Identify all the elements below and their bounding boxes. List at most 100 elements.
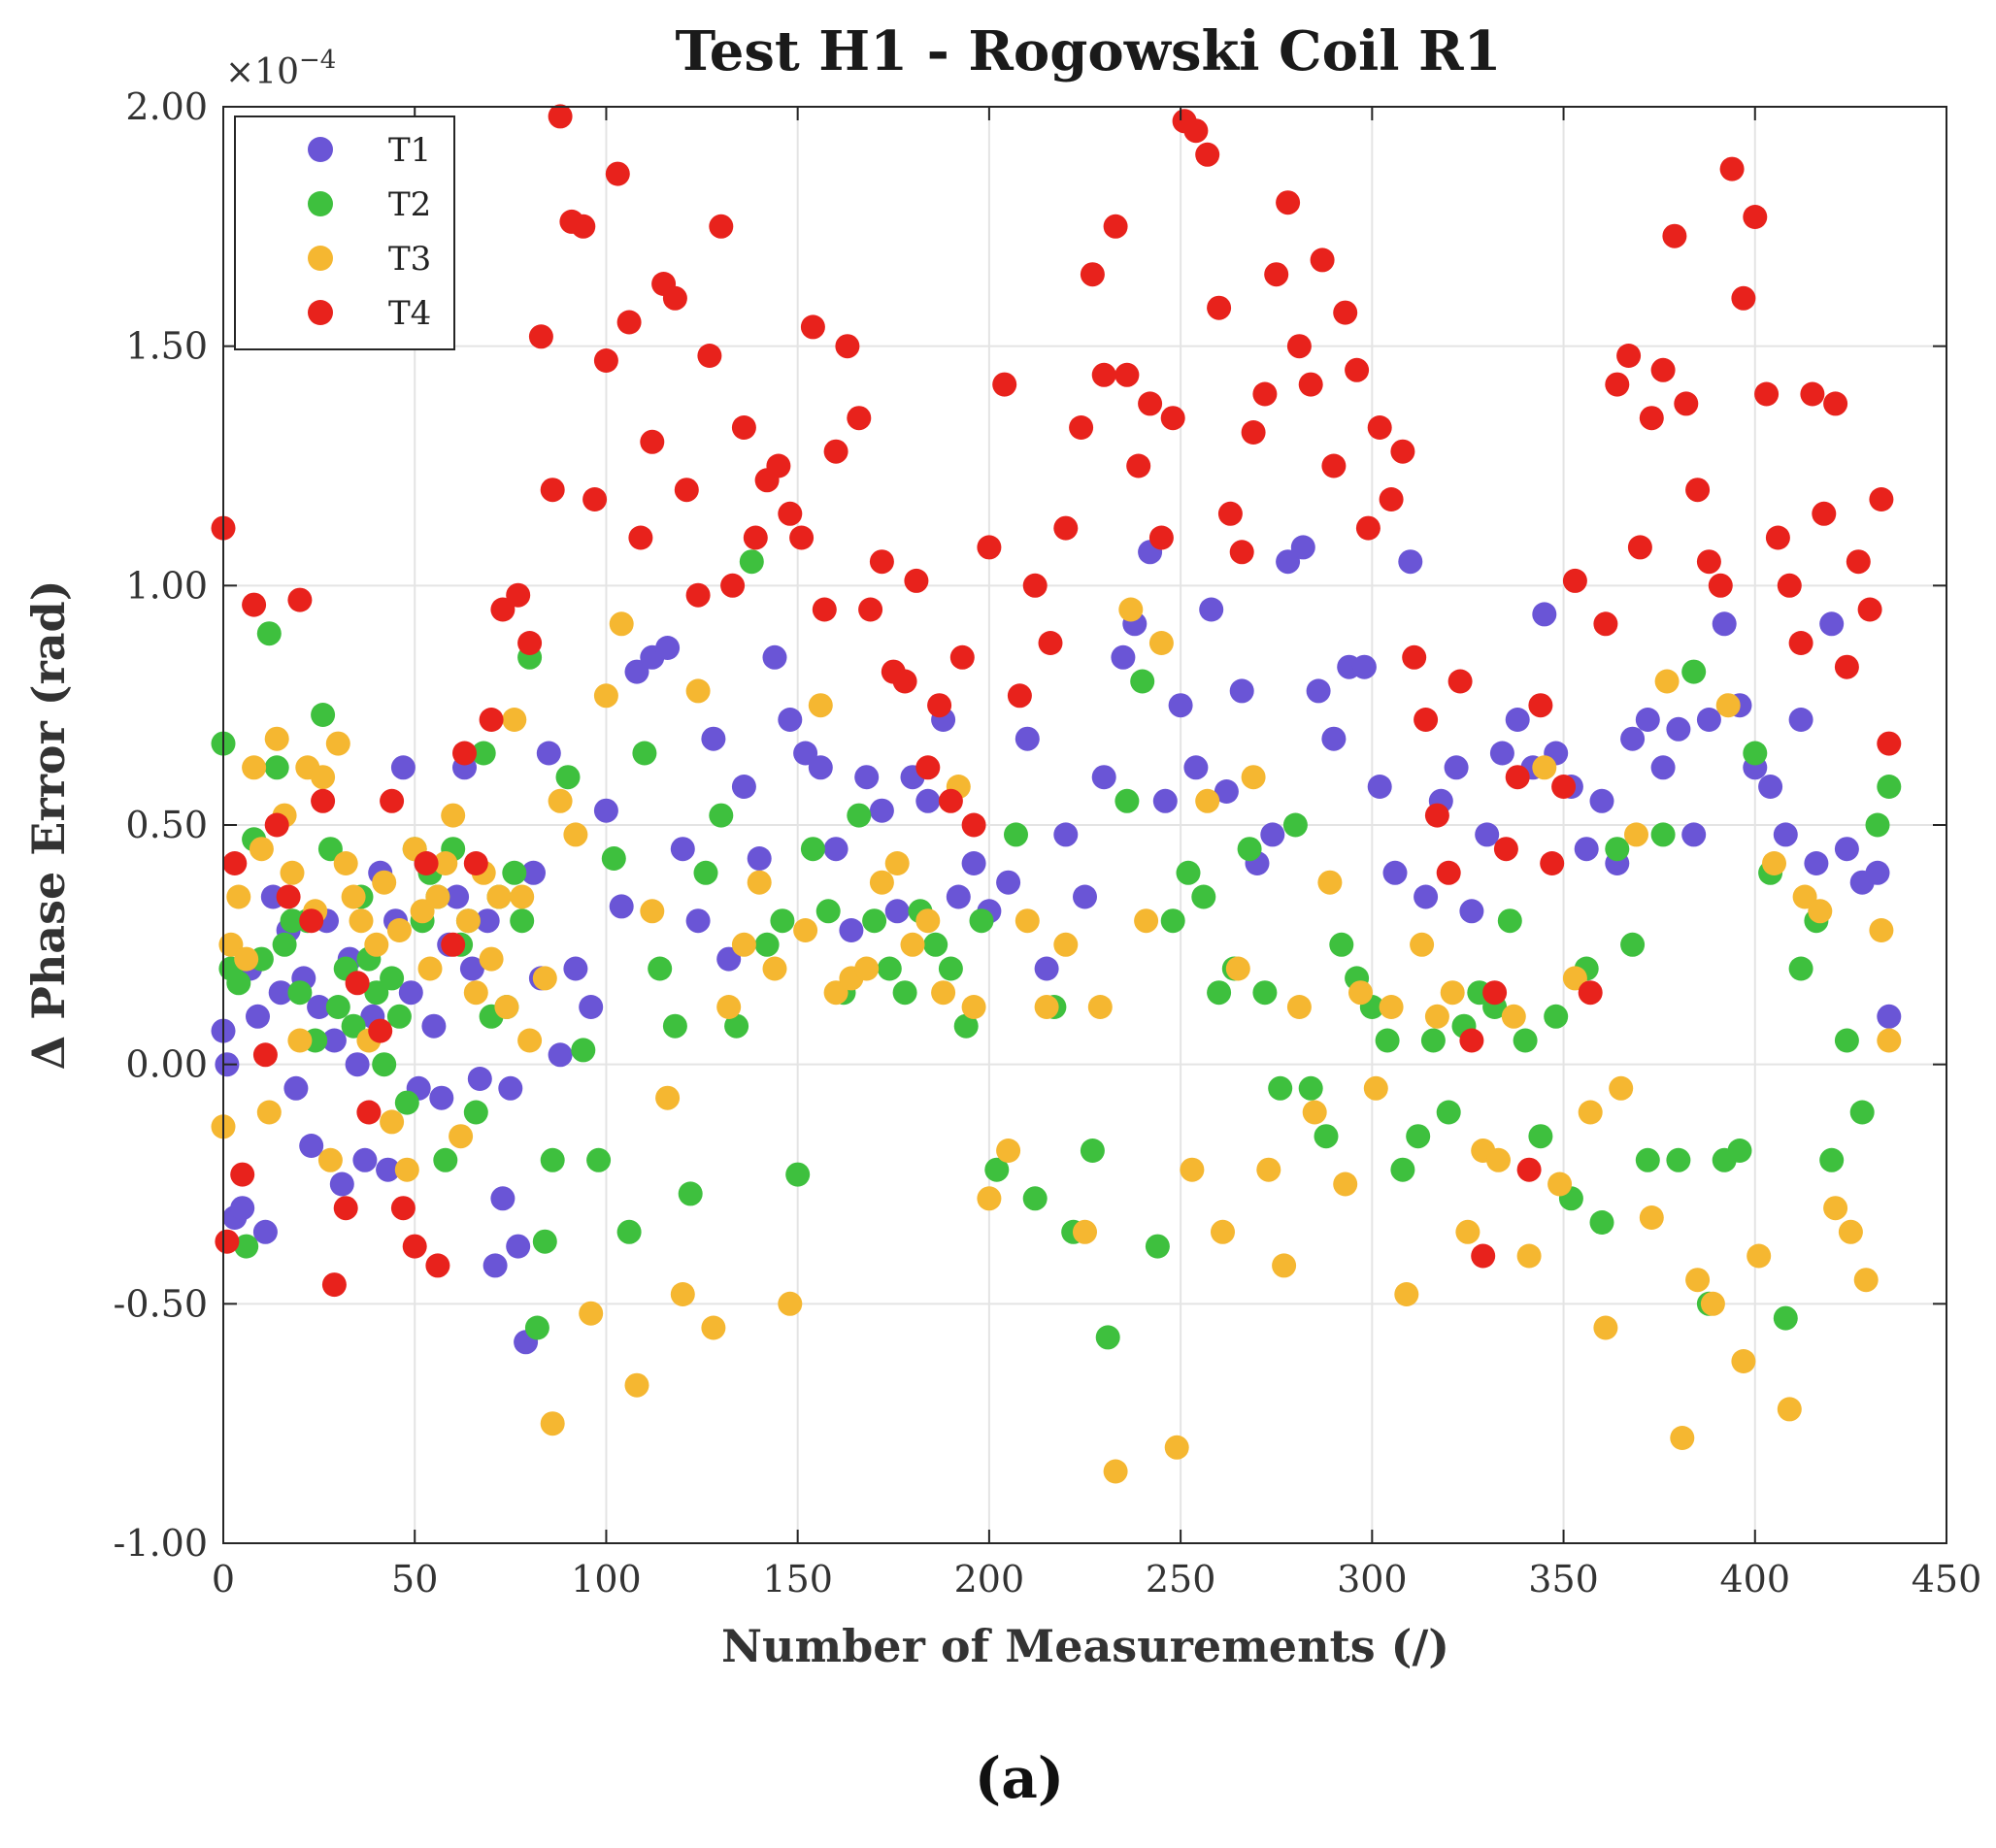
point-t1 <box>961 851 986 875</box>
point-t2 <box>662 1013 687 1039</box>
point-t2 <box>739 549 764 575</box>
point-t3 <box>1624 822 1648 847</box>
point-t2 <box>532 1229 557 1254</box>
point-t4 <box>1869 487 1894 512</box>
point-t4 <box>463 851 488 875</box>
y-tick-label: 1.50 <box>125 325 208 368</box>
point-t3 <box>417 956 443 981</box>
point-t2 <box>272 932 297 957</box>
point-t1 <box>1696 708 1721 732</box>
x-tick-label: 250 <box>1146 1558 1216 1600</box>
point-t4 <box>1627 535 1652 560</box>
point-t4 <box>1103 214 1128 239</box>
point-t4 <box>1674 391 1699 416</box>
point-t2 <box>616 1219 642 1244</box>
point-t4 <box>345 971 370 996</box>
point-t1 <box>429 1085 454 1110</box>
legend-box <box>234 116 455 350</box>
point-t4 <box>1777 573 1802 598</box>
point-t1 <box>1758 775 1783 799</box>
point-t1 <box>701 726 726 751</box>
point-t2 <box>632 741 657 766</box>
point-t3 <box>762 956 787 981</box>
point-t1 <box>498 1075 523 1101</box>
legend-label-t4: T4 <box>388 294 431 333</box>
point-t1 <box>1183 755 1209 780</box>
point-t3 <box>394 1157 419 1182</box>
point-t3 <box>349 908 374 934</box>
legend-marker-t4 <box>308 300 333 325</box>
point-t3 <box>249 837 274 862</box>
point-t2 <box>1773 1305 1798 1331</box>
point-t1 <box>1152 788 1178 813</box>
point-t1 <box>376 1157 401 1182</box>
point-t3 <box>1053 932 1079 957</box>
point-t2 <box>1375 1028 1400 1053</box>
point-t4 <box>1754 381 1780 407</box>
point-t3 <box>441 803 466 828</box>
point-t2 <box>502 860 527 885</box>
point-t1 <box>808 755 833 780</box>
point-t1 <box>1053 822 1079 847</box>
point-t2 <box>1130 669 1155 694</box>
point-t4 <box>1022 573 1048 598</box>
point-t2 <box>770 908 795 934</box>
point-t2 <box>341 1013 366 1039</box>
point-t4 <box>1229 540 1254 565</box>
point-t4 <box>685 582 711 608</box>
point-t1 <box>345 1052 370 1077</box>
point-t3 <box>915 908 941 934</box>
legend: T1 T2 T3 T4 <box>234 116 455 350</box>
legend-label-t2: T2 <box>388 185 431 224</box>
y-axis-ticks: -1.00 -0.50 0.00 0.50 1.00 1.50 2.00 <box>114 85 1946 1565</box>
point-t4 <box>1482 980 1508 1006</box>
y-tick-label: -1.00 <box>114 1522 208 1565</box>
point-t1 <box>1382 860 1408 885</box>
point-t4 <box>1708 573 1733 598</box>
point-t2 <box>386 1004 412 1029</box>
point-t1 <box>1620 726 1646 751</box>
point-t3 <box>701 1315 726 1340</box>
point-t3 <box>1501 1004 1526 1029</box>
point-t4 <box>1379 487 1404 512</box>
point-t2 <box>1095 1325 1120 1350</box>
point-t4 <box>1650 357 1676 382</box>
point-t2 <box>1436 1100 1461 1125</box>
point-t4 <box>506 582 531 608</box>
point-t1 <box>563 956 588 981</box>
point-t4 <box>1765 525 1790 550</box>
point-t1 <box>793 741 818 766</box>
point-t2 <box>1528 1124 1553 1149</box>
point-t2 <box>555 765 581 790</box>
point-t1 <box>1459 899 1484 924</box>
point-t4 <box>766 453 791 478</box>
point-t3 <box>716 995 742 1019</box>
point-t1 <box>1398 549 1423 575</box>
point-t4 <box>1823 391 1848 416</box>
point-t4 <box>593 348 618 373</box>
point-t2 <box>1788 956 1813 981</box>
point-t3 <box>449 1124 474 1149</box>
point-t2 <box>1650 822 1676 847</box>
point-t4 <box>380 788 405 813</box>
point-t4 <box>1516 1157 1542 1182</box>
point-t2 <box>923 932 948 957</box>
point-t4 <box>1857 597 1882 622</box>
point-t3 <box>579 1301 604 1326</box>
point-t3 <box>510 884 535 909</box>
point-t2 <box>678 1181 703 1206</box>
point-t1 <box>778 708 803 732</box>
point-t4 <box>697 344 722 368</box>
point-t3 <box>1087 995 1113 1019</box>
point-t4 <box>1402 644 1427 670</box>
point-t1 <box>1635 708 1660 732</box>
point-t1 <box>839 918 864 942</box>
point-t3 <box>1302 1100 1327 1125</box>
point-t1 <box>1015 726 1040 751</box>
x-tick-label: 0 <box>212 1558 235 1600</box>
point-t2 <box>372 1052 397 1077</box>
point-t2 <box>938 956 963 981</box>
point-t2 <box>785 1162 811 1187</box>
point-t4 <box>1114 362 1140 387</box>
